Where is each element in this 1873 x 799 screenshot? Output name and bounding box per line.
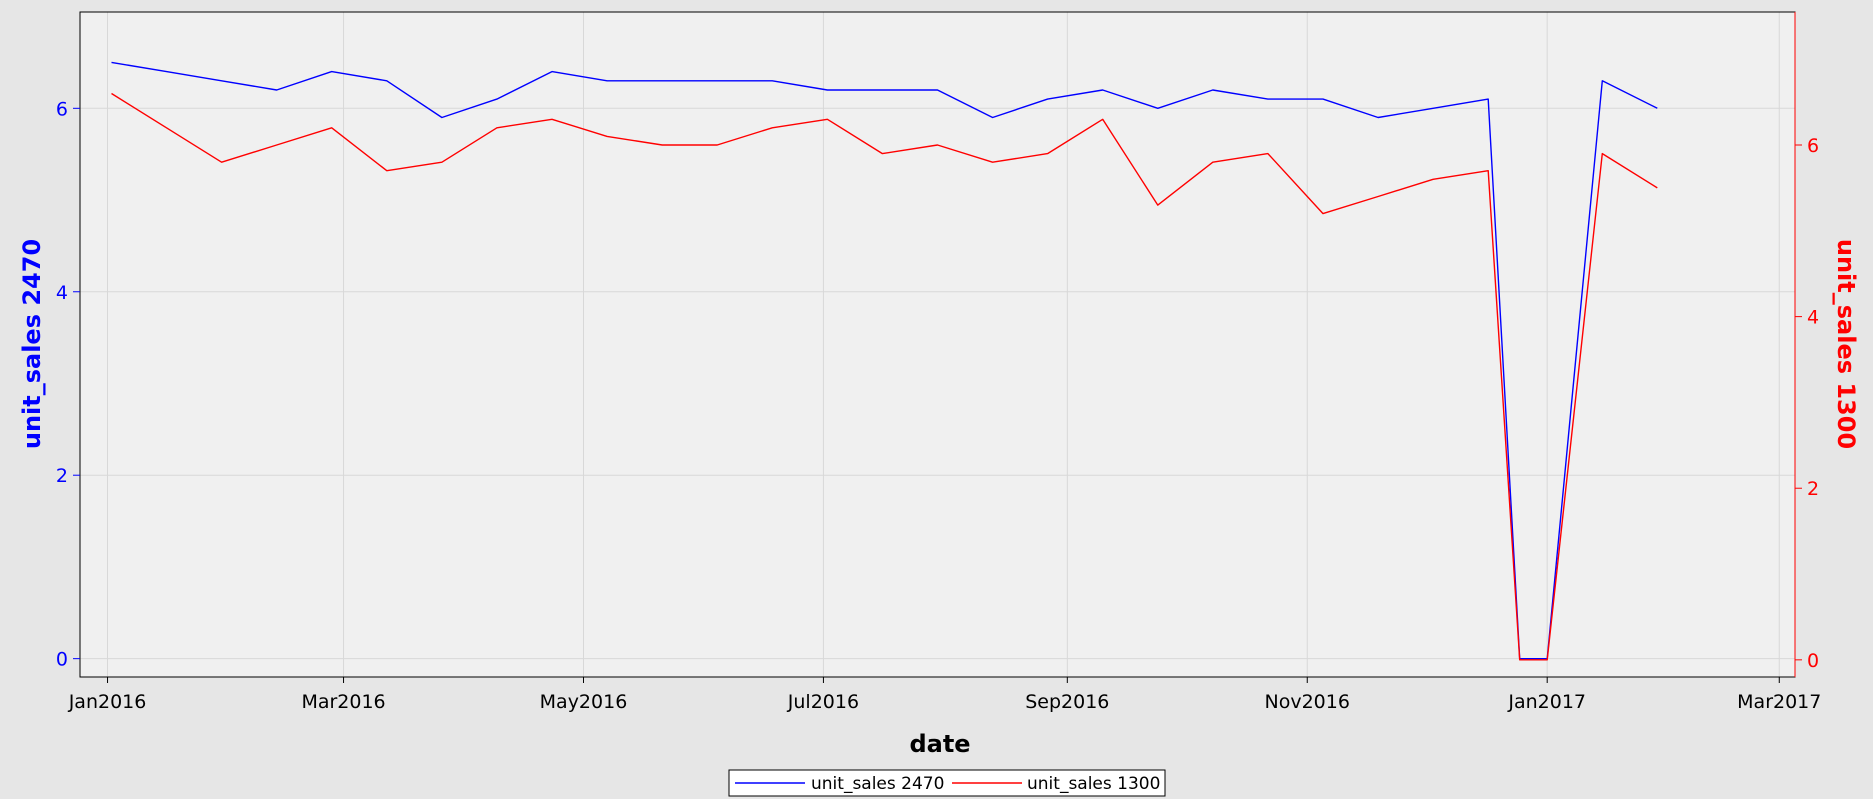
right-y-tick-label: 4 xyxy=(1807,307,1819,329)
x-tick-label: Nov2016 xyxy=(1265,691,1350,713)
left-y-tick-label: 6 xyxy=(56,98,68,120)
series-line-1 xyxy=(111,61,1658,660)
left-y-tick-label: 0 xyxy=(56,649,68,671)
right-y-tick-label: 6 xyxy=(1807,135,1819,157)
x-tick-label: Jan2016 xyxy=(68,691,147,713)
right-y-axis: 0 2 4 6 xyxy=(1794,12,1819,677)
x-axis-label: date xyxy=(909,730,970,758)
right-y-tick-label: 2 xyxy=(1807,478,1819,500)
x-tick-label: Jan2017 xyxy=(1507,691,1586,713)
legend-label-series-2: unit_sales 1300 xyxy=(1027,774,1160,794)
x-axis: Jan2016 Mar2016 May2016 Jul2016 Sep2016 Nov20… xyxy=(68,677,1821,713)
x-tick-label: May2016 xyxy=(540,691,628,713)
series-line-2 xyxy=(111,92,1658,661)
left-y-tick-label: 4 xyxy=(56,282,68,304)
x-tick-label: Sep2016 xyxy=(1025,691,1109,713)
x-tick-label: Jul2016 xyxy=(787,691,859,713)
legend: unit_sales 2470 unit_sales 1300 xyxy=(728,769,1166,797)
x-tick-label: Mar2017 xyxy=(1737,691,1821,713)
plot-area xyxy=(80,12,1795,677)
legend-label-series-1: unit_sales 2470 xyxy=(811,774,944,794)
left-y-axis: 0 2 4 6 xyxy=(56,98,80,671)
right-y-tick-label: 0 xyxy=(1807,650,1819,672)
left-y-tick-label: 2 xyxy=(56,465,68,487)
series-lines xyxy=(111,61,1658,661)
x-tick-label: Mar2016 xyxy=(301,691,385,713)
right-y-axis-label: unit_sales 1300 xyxy=(1832,239,1860,449)
left-y-axis-label: unit_sales 2470 xyxy=(18,239,46,449)
